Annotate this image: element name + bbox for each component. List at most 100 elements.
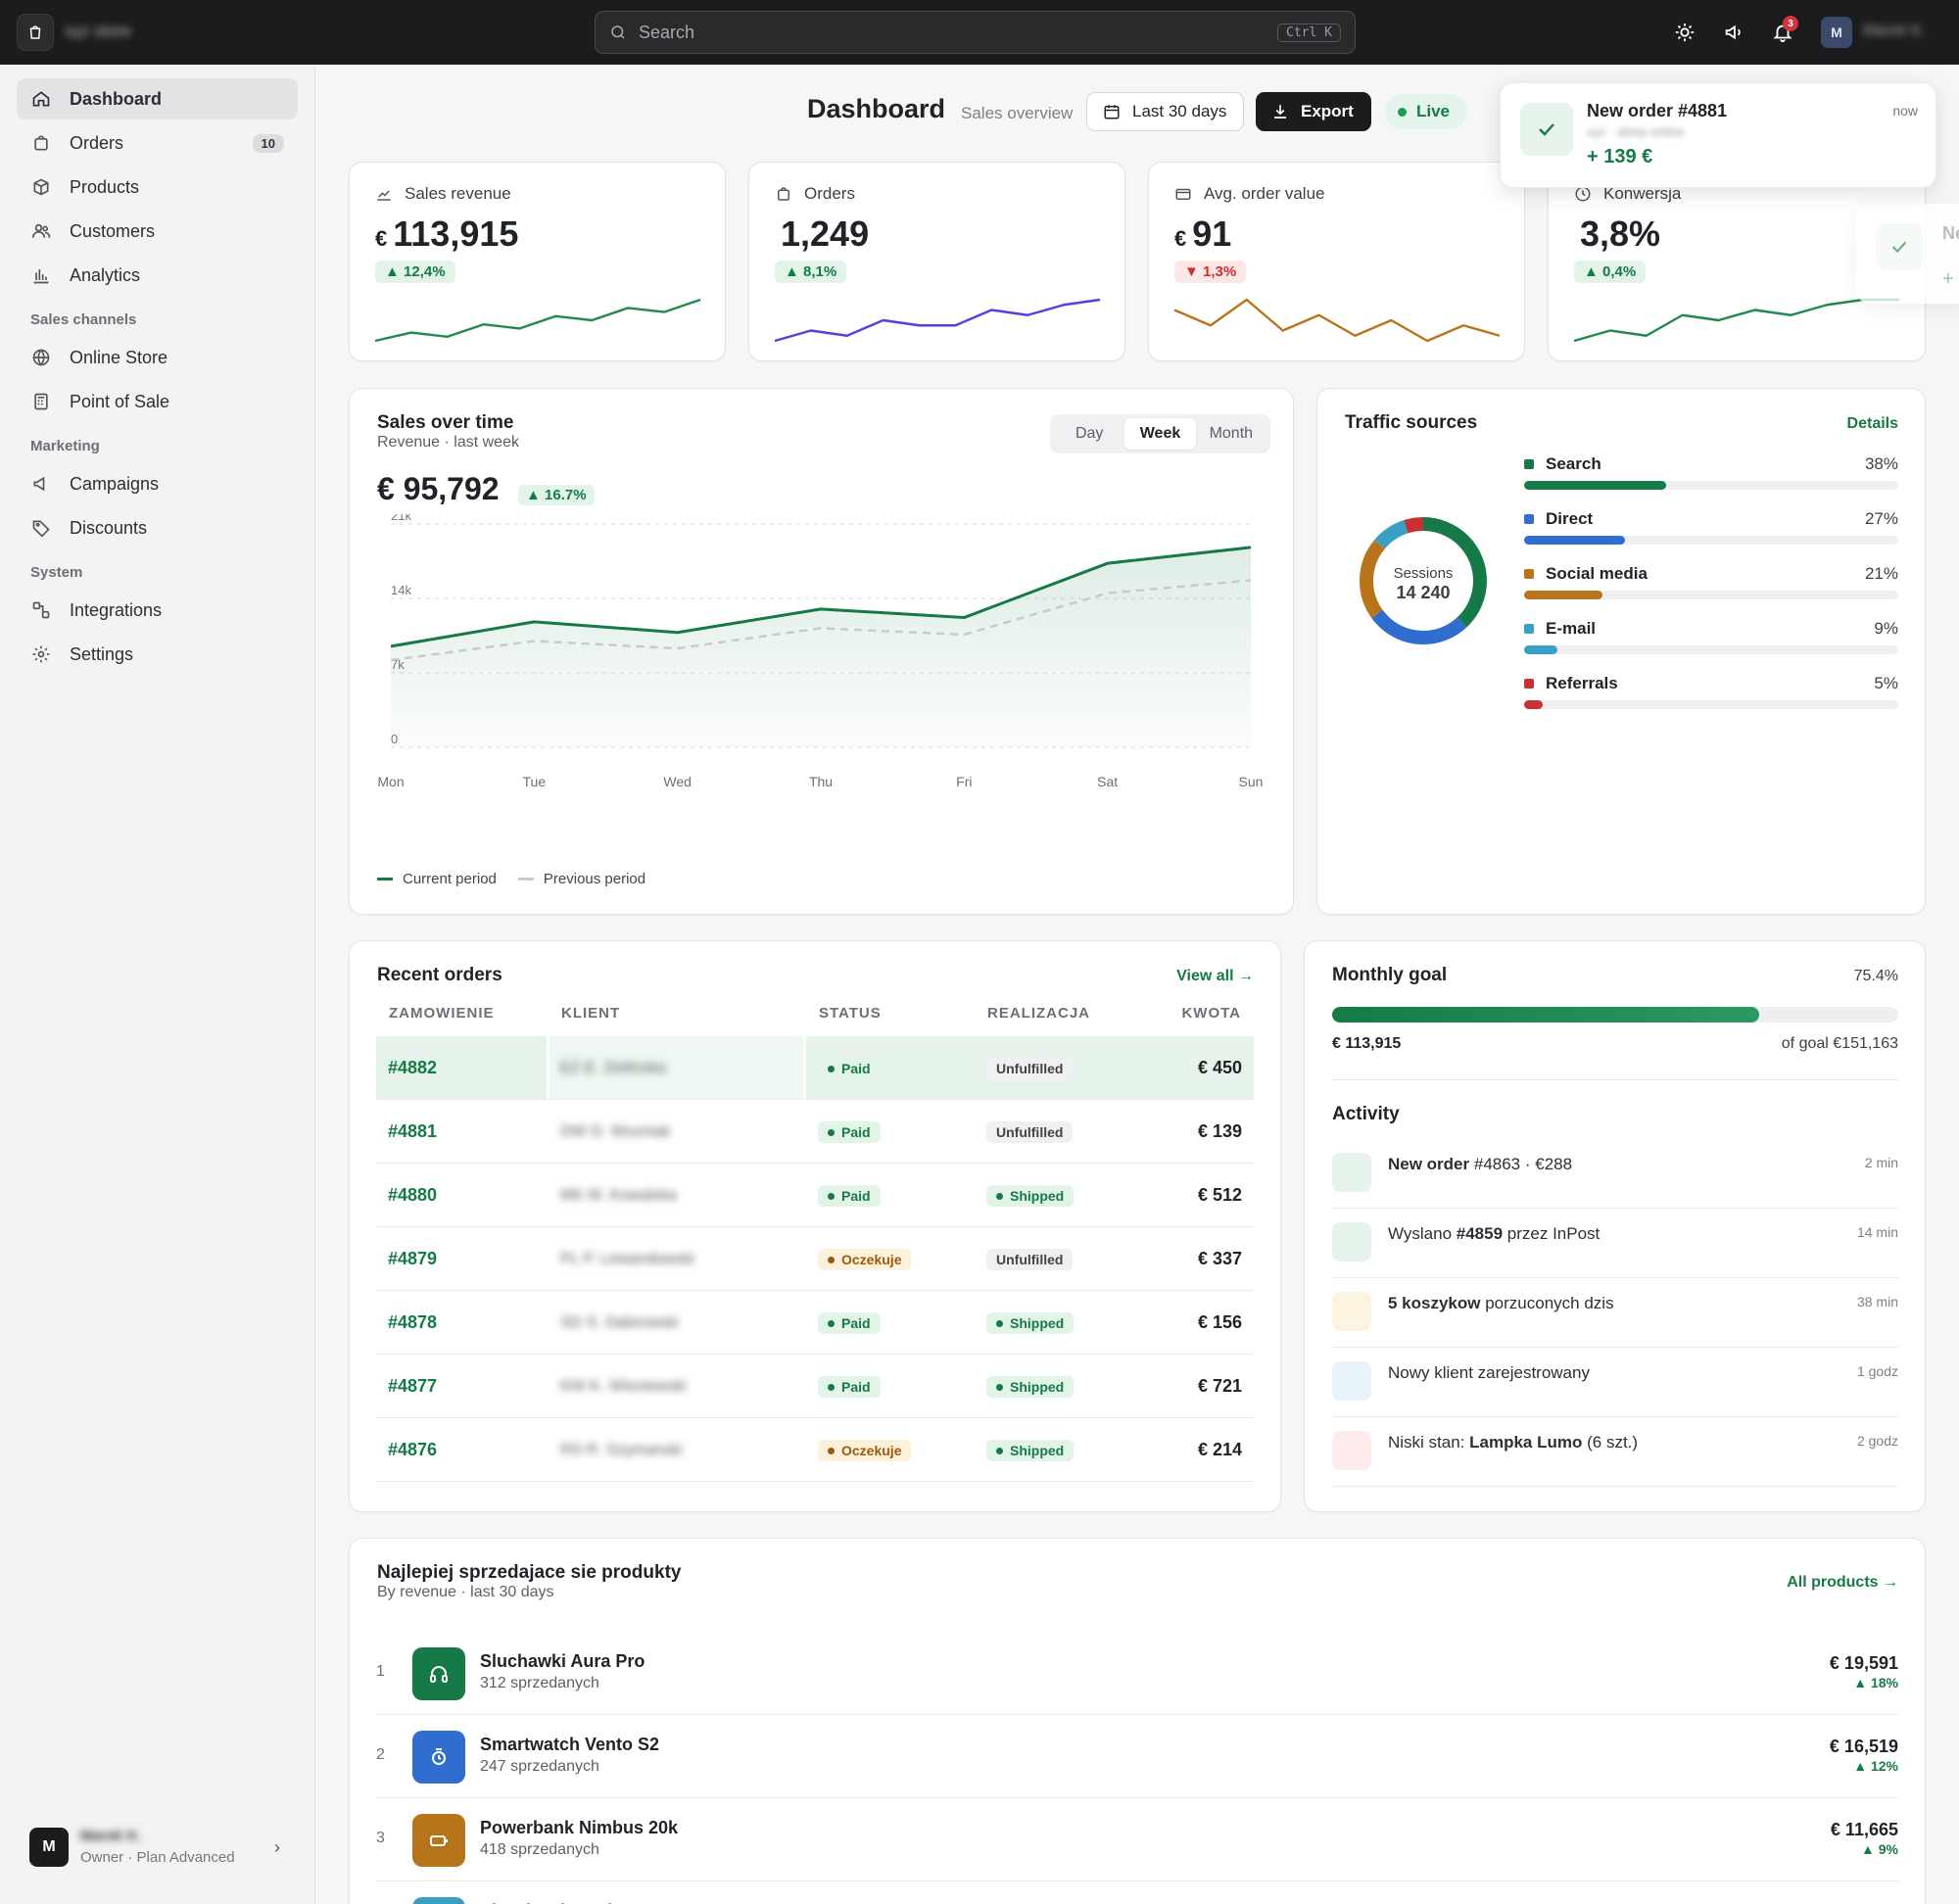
order-amount: € 512: [1197, 1185, 1242, 1205]
column-header-status[interactable]: STATUS: [819, 1005, 882, 1022]
payment-status-label: Paid: [841, 1315, 871, 1331]
page-title: Dashboard: [807, 94, 946, 123]
x-tick-label: Tue: [523, 774, 547, 789]
search-shortcut: Ctrl K: [1277, 24, 1341, 42]
order-id-link[interactable]: #4881: [388, 1121, 438, 1141]
payment-status-badge: Paid: [818, 1058, 881, 1079]
tab-week[interactable]: Week: [1124, 418, 1196, 450]
product-row[interactable]: 4Plecak Urban Flux€ 10,109: [376, 1881, 1898, 1904]
kpi-label: Avg. order value: [1204, 184, 1325, 203]
toast-notification[interactable]: New order #4881 xyz · sklep online + 139…: [1500, 82, 1936, 188]
table-row[interactable]: #4877 KW K. Wisniewski Paid Shipped € 721: [376, 1355, 1254, 1418]
activity-item[interactable]: 5 koszykow porzuconych dzis 38 min: [1332, 1278, 1898, 1348]
sales-total: € 95,792: [377, 471, 500, 506]
product-row[interactable]: 3 Powerbank Nimbus 20k 418 sprzedanych € 11…: [376, 1798, 1898, 1881]
sidebar-item-campaigns[interactable]: Campaigns: [17, 463, 298, 504]
order-id-link[interactable]: #4876: [388, 1440, 438, 1459]
section-marketing: Marketing: [30, 438, 100, 454]
tab-month[interactable]: Month: [1209, 425, 1254, 442]
activity-item[interactable]: Niski stan: Lampka Lumo (6 szt.) 2 godz: [1332, 1417, 1898, 1487]
goal-progress-track: [1332, 1007, 1898, 1023]
table-row[interactable]: #4879 PL P. Lewandowski Oczekuje Unfulfille…: [376, 1227, 1254, 1291]
search-input[interactable]: Search Ctrl K: [595, 11, 1356, 54]
traffic-source-name: E-mail: [1524, 619, 1596, 639]
table-row[interactable]: #4876 RS R. Szymanski Oczekuje Shipped € 214: [376, 1418, 1254, 1482]
product-row[interactable]: 1 Sluchawki Aura Pro 312 sprzedanych € 19,5…: [376, 1632, 1898, 1715]
theme-toggle-icon[interactable]: [1673, 21, 1696, 44]
donut-center-value: 14 240: [1396, 583, 1451, 602]
kpi-card-avg-order-value[interactable]: Avg. order value €91 ▼ 1,3%: [1148, 162, 1525, 361]
activity-text: Wyslano #4859 przez InPost: [1388, 1224, 1600, 1244]
sidebar-item-dashboard[interactable]: Dashboard: [17, 78, 298, 119]
order-id-link[interactable]: #4878: [388, 1312, 438, 1332]
order-id-link[interactable]: #4879: [388, 1249, 438, 1268]
kpi-delta-badge: ▼ 1,3%: [1174, 261, 1247, 283]
globe-icon: [30, 347, 52, 368]
table-row[interactable]: #4881 DW D. Wozniak Paid Unfulfilled € 139: [376, 1100, 1254, 1164]
sidebar-item-customers[interactable]: Customers: [17, 211, 298, 252]
store-logo-icon[interactable]: [17, 14, 54, 51]
sidebar-item-point-of-sale[interactable]: Point of Sale: [17, 381, 298, 422]
traffic-source-label: Search: [1546, 454, 1601, 473]
kpi-card-orders[interactable]: Orders 1,249 ▲ 8,1%: [748, 162, 1125, 361]
order-id-link[interactable]: #4880: [388, 1185, 438, 1205]
order-id-link[interactable]: #4877: [388, 1376, 438, 1396]
product-name[interactable]: Plecak Urban Flux: [480, 1901, 633, 1904]
traffic-source-name: Direct: [1524, 509, 1593, 529]
table-row[interactable]: #4878 SD S. Dabrowski Paid Shipped € 156: [376, 1291, 1254, 1355]
legend-current: Current period: [403, 871, 497, 887]
payment-status-badge: Paid: [818, 1121, 881, 1143]
card-subtitle: Revenue · last week: [377, 434, 519, 451]
column-header-client[interactable]: KLIENT: [561, 1005, 621, 1022]
user-name[interactable]: Marek K.: [1863, 23, 1927, 39]
sidebar-item-label: Products: [70, 176, 140, 197]
traffic-details-link[interactable]: Details: [1846, 415, 1898, 432]
all-products-link[interactable]: All products →: [1787, 1574, 1898, 1591]
traffic-source-bar-fill: [1524, 481, 1667, 490]
account-switcher[interactable]: M Marek K. Owner · Plan Advanced ›: [17, 1816, 298, 1879]
credit-card-icon: [1174, 185, 1192, 203]
user-avatar[interactable]: M: [1821, 17, 1852, 48]
calendar-icon: [1103, 103, 1121, 120]
x-tick-label: Mon: [377, 774, 404, 789]
table-row[interactable]: #4880 MK M. Kowalska Paid Shipped € 512: [376, 1164, 1254, 1227]
activity-item[interactable]: Wyslano #4859 przez InPost 14 min: [1332, 1209, 1898, 1278]
product-rank: 2: [376, 1746, 385, 1763]
column-header-amount[interactable]: KWOTA: [1181, 1005, 1241, 1022]
watch-icon: [412, 1731, 465, 1784]
product-name[interactable]: Sluchawki Aura Pro: [480, 1651, 645, 1671]
sidebar-item-analytics[interactable]: Analytics: [17, 255, 298, 296]
date-range-button[interactable]: Last 30 days: [1086, 92, 1244, 131]
payment-status-label: Oczekuje: [841, 1443, 902, 1458]
column-header-order[interactable]: ZAMOWIENIE: [389, 1005, 495, 1022]
traffic-source-bar-fill: [1524, 536, 1626, 545]
product-name[interactable]: Powerbank Nimbus 20k: [480, 1818, 679, 1837]
status-dot-icon: [828, 1065, 835, 1072]
activity-item[interactable]: New order #4863 · €288 2 min: [1332, 1139, 1898, 1209]
table-row[interactable]: #4882 EZ E. Zielinska Paid Unfulfilled € 450: [376, 1036, 1254, 1100]
avatar: M: [29, 1828, 69, 1867]
view-all-orders-link[interactable]: View all →: [1176, 968, 1254, 984]
product-row[interactable]: 2 Smartwatch Vento S2 247 sprzedanych € 16,…: [376, 1715, 1898, 1798]
sidebar-item-orders[interactable]: Orders 10: [17, 122, 298, 164]
sidebar-item-integrations[interactable]: Integrations: [17, 590, 298, 631]
kpi-label: Sales revenue: [405, 184, 511, 203]
sidebar-item-products[interactable]: Products: [17, 167, 298, 208]
activity-item[interactable]: Nowy klient zarejestrowany 1 godz: [1332, 1348, 1898, 1417]
kpi-card-conversion[interactable]: Konwersja 3,8% ▲ 0,4%: [1548, 162, 1926, 361]
tab-day[interactable]: Day: [1075, 425, 1104, 442]
sidebar-item-discounts[interactable]: Discounts: [17, 507, 298, 548]
sidebar-item-settings[interactable]: Settings: [17, 634, 298, 675]
sparkline-path: [1573, 298, 1899, 343]
announcements-icon[interactable]: [1722, 21, 1745, 44]
column-header-fulfillment[interactable]: REALIZACJA: [987, 1005, 1091, 1022]
product-growth: ▲ 12%: [1853, 1758, 1898, 1774]
sidebar-item-online-store[interactable]: Online Store: [17, 337, 298, 378]
kpi-card-sales-revenue[interactable]: Sales revenue €113,915 ▲ 12,4%: [349, 162, 726, 361]
export-button[interactable]: Export: [1256, 92, 1371, 131]
status-dot-icon: [996, 1192, 1003, 1200]
order-id-link[interactable]: #4882: [388, 1058, 438, 1077]
gear-icon: [30, 643, 52, 665]
product-name[interactable]: Smartwatch Vento S2: [480, 1735, 660, 1754]
sidebar-item-label: Online Store: [70, 347, 168, 367]
